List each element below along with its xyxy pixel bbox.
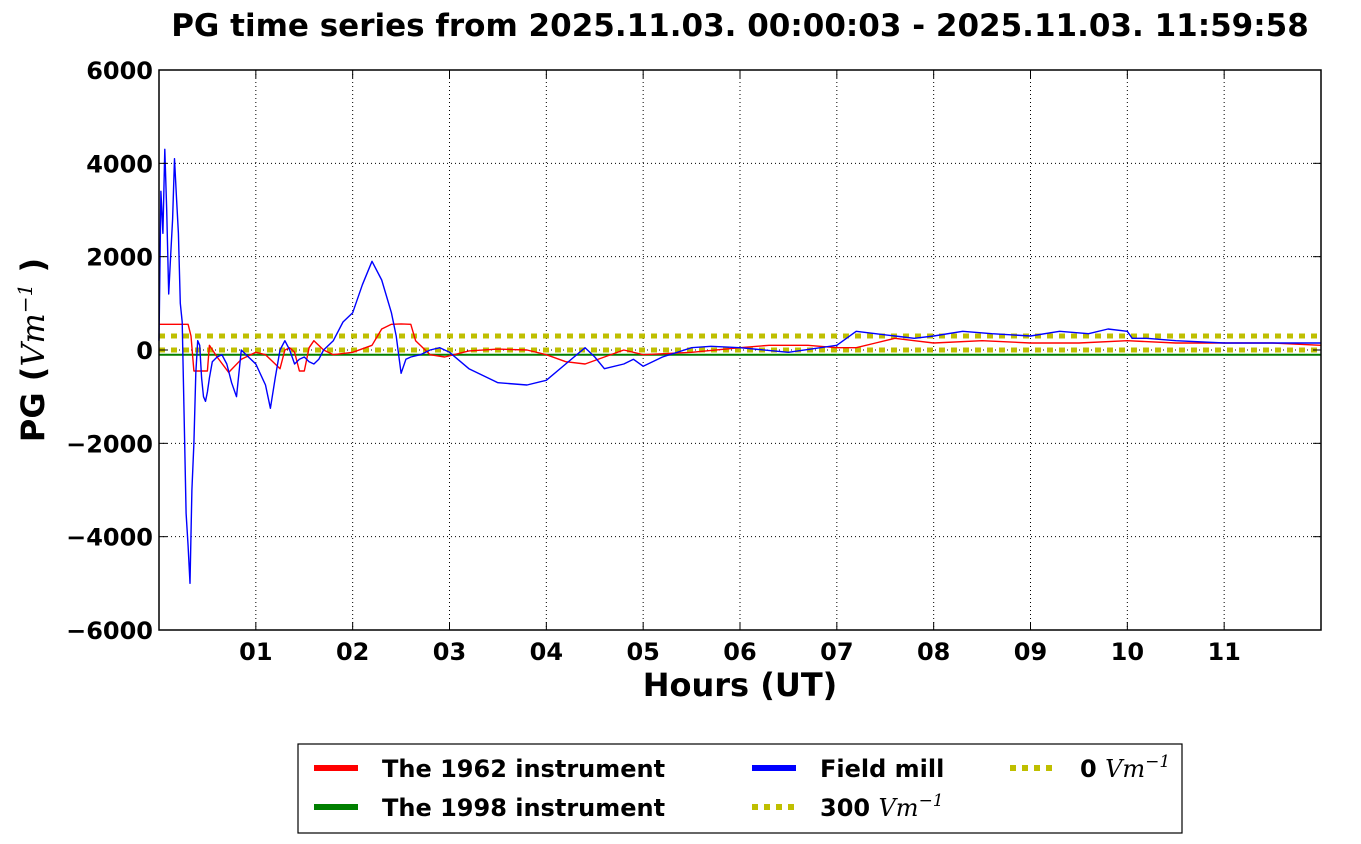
x-tick-label: 08 xyxy=(917,638,950,666)
y-tick-label: 4000 xyxy=(86,150,153,178)
x-tick-label: 05 xyxy=(626,638,659,666)
y-tick-label: −4000 xyxy=(66,524,153,552)
x-tick-label: 09 xyxy=(1014,638,1047,666)
x-tick-label: 11 xyxy=(1207,638,1240,666)
y-axis-label: PG (Vm−1 ) xyxy=(13,258,52,442)
legend-label-1962: The 1962 instrument xyxy=(382,755,665,783)
x-tick-label: 06 xyxy=(723,638,756,666)
x-tick-label: 07 xyxy=(820,638,853,666)
legend: The 1962 instrument The 1998 instrument … xyxy=(297,743,1183,834)
x-tick-label: 03 xyxy=(433,638,466,666)
x-tick-label: 01 xyxy=(239,638,272,666)
x-axis-label: Hours (UT) xyxy=(643,666,838,704)
series-line-field-mill xyxy=(158,148,1321,584)
y-tick-label: −6000 xyxy=(66,617,153,645)
x-tick-label: 10 xyxy=(1111,638,1144,666)
x-tick-label: 02 xyxy=(336,638,369,666)
series-line-1962 xyxy=(159,323,1322,374)
legend-label-1998: The 1998 instrument xyxy=(382,794,665,822)
y-tick-label: 6000 xyxy=(86,57,153,85)
legend-label-field-mill: Field mill xyxy=(820,755,944,783)
y-tick-label: −2000 xyxy=(66,430,153,458)
legend-label-300: 300 Vm−1 xyxy=(820,791,944,822)
legend-label-0: 0 Vm−1 xyxy=(1080,752,1170,783)
series-lines xyxy=(158,148,1322,584)
legend-box xyxy=(297,743,1183,834)
y-tick-label: 0 xyxy=(136,337,153,365)
y-tick-label: 2000 xyxy=(86,244,153,272)
axis-ticks: 01 02 03 04 05 06 07 08 09 10 11 6000 4000 2000 0 −2000… xyxy=(66,57,1321,666)
chart-title: PG time series from 2025.11.03. 00:00:03… xyxy=(171,8,1309,44)
x-tick-label: 04 xyxy=(530,638,563,666)
